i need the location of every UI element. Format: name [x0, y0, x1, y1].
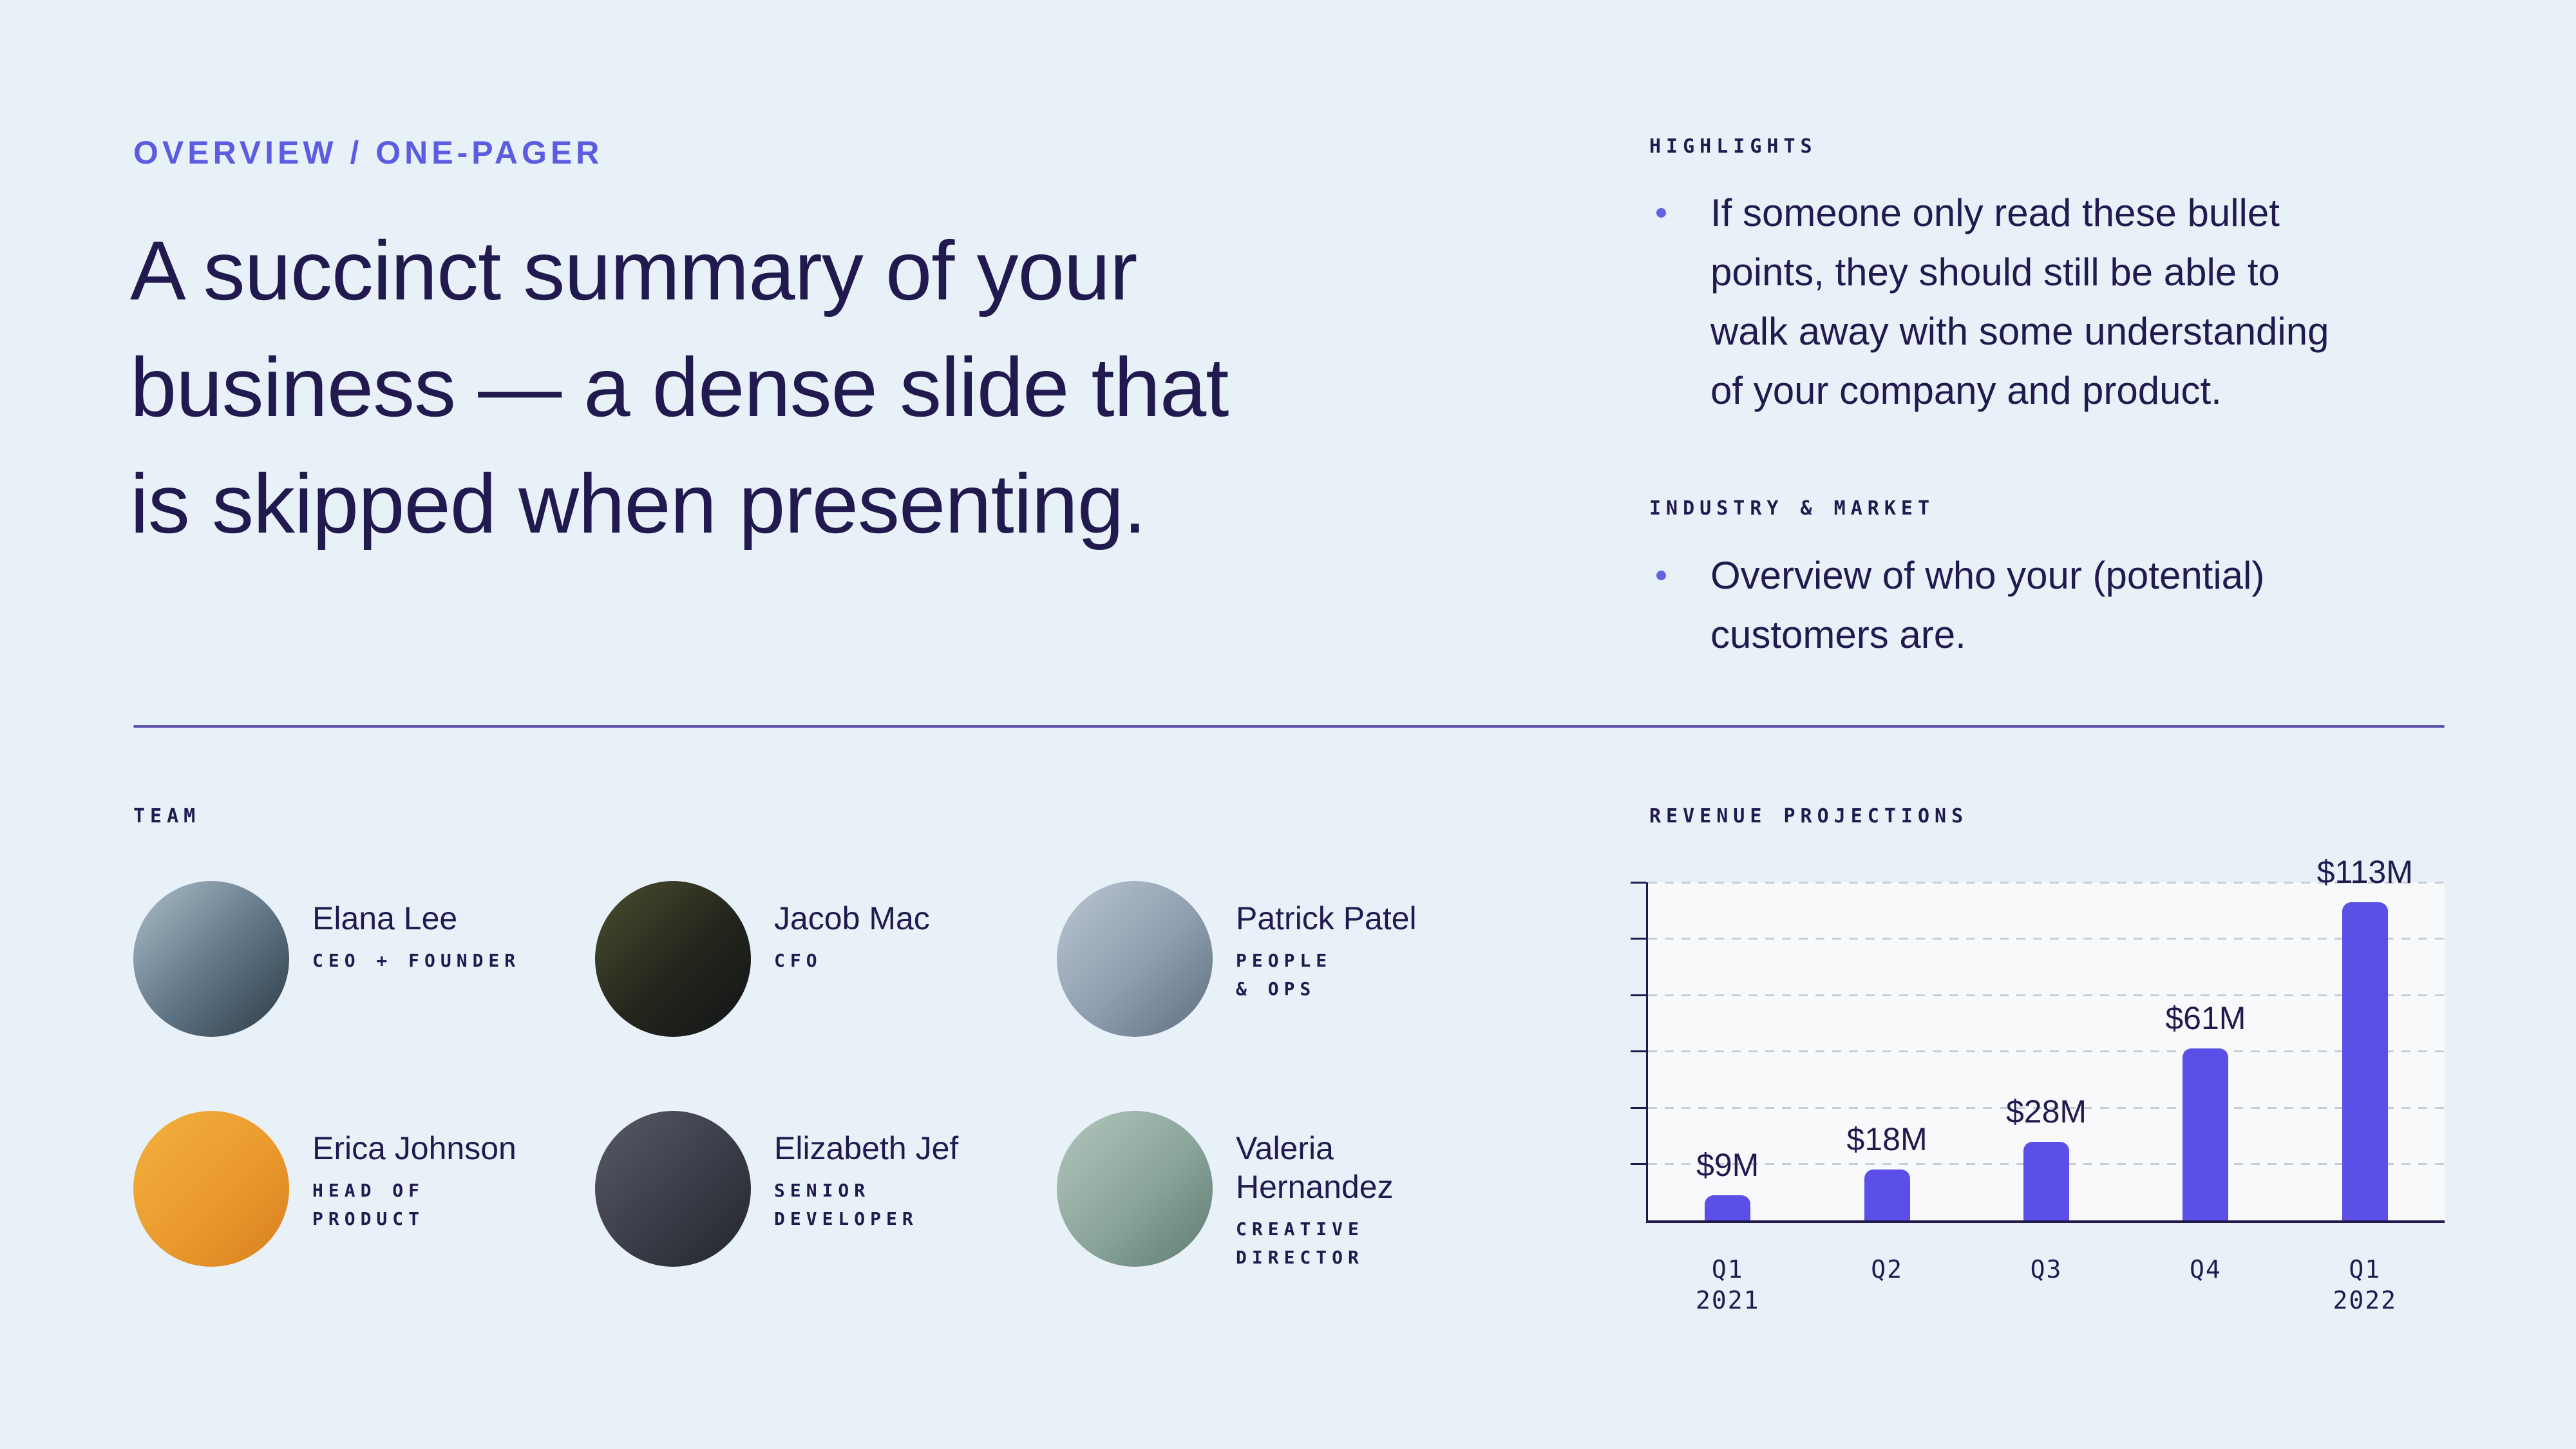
member-name: Elana Lee: [312, 900, 458, 936]
member-name: Jacob Mac: [774, 900, 930, 936]
team-member: Jacob Mac CFO: [595, 881, 1057, 1037]
y-axis-tick: [1631, 938, 1646, 940]
member-title: HEAD OF PRODUCT: [312, 1180, 425, 1229]
bar-value-label: $18M: [1846, 1121, 1927, 1158]
revenue-bar: [1864, 1170, 1910, 1220]
y-axis-tick: [1631, 1106, 1646, 1109]
avatar: [595, 1111, 751, 1267]
member-title: CEO + FOUNDER: [312, 950, 521, 971]
y-axis-tick: [1631, 1050, 1646, 1052]
avatar: [133, 1111, 289, 1267]
chart-plot: $9M Q1 2021 $18M Q2 $28M Q3 $61M Q4 $113M Q1 2022: [1631, 854, 2445, 1314]
x-axis-tick-label: Q3: [2030, 1255, 2063, 1283]
member-name: Erica Johnson: [312, 1130, 516, 1166]
avatar: [1057, 1111, 1213, 1267]
x-axis-tick-label: Q1 2021: [1695, 1255, 1760, 1314]
highlights-bullet-item: If someone only read these bullet points…: [1649, 184, 2515, 421]
y-axis-tick: [1631, 994, 1646, 996]
team-grid: Elana Lee CEO + FOUNDER Jacob Mac CFO Pa…: [133, 881, 1519, 1272]
bar-value-label: $61M: [2165, 1000, 2246, 1037]
team-member: Elana Lee CEO + FOUNDER: [133, 881, 595, 1037]
revenue-bar: [2342, 902, 2388, 1220]
highlights-bullet-text: If someone only read these bullet points…: [1710, 191, 2329, 412]
revenue-projections-label: REVENUE PROJECTIONS: [1649, 805, 1969, 828]
revenue-bar: [2023, 1141, 2069, 1220]
bar-value-label: $113M: [2316, 853, 2413, 890]
member-name: Patrick Patel: [1236, 900, 1417, 936]
team-member: Patrick Patel PEOPLE & OPS: [1057, 881, 1519, 1037]
member-name: Elizabeth Jef: [774, 1130, 959, 1166]
gridline: [1648, 881, 2445, 884]
y-axis-tick: [1631, 1163, 1646, 1165]
industry-market-label: INDUSTRY & MARKET: [1649, 497, 1935, 520]
member-title: CFO: [774, 950, 822, 971]
bar-value-label: $28M: [2005, 1093, 2087, 1130]
bullet-dot-icon: [1656, 208, 1666, 218]
section-divider: [133, 725, 2445, 728]
industry-bullet-item: Overview of who your (potential) custome…: [1649, 546, 2515, 665]
x-axis-tick-label: Q4: [2190, 1255, 2222, 1283]
avatar: [595, 881, 751, 1037]
gridline: [1648, 1106, 2445, 1109]
member-title: CREATIVE DIRECTOR: [1236, 1218, 1364, 1268]
avatar: [1057, 881, 1213, 1037]
bar-value-label: $9M: [1696, 1146, 1759, 1183]
avatar: [133, 881, 289, 1037]
gridline: [1648, 1050, 2445, 1052]
bullet-dot-icon: [1656, 571, 1666, 580]
industry-bullet-text: Overview of who your (potential) custome…: [1710, 554, 2265, 656]
y-axis-tick: [1631, 881, 1646, 884]
member-title: PEOPLE & OPS: [1236, 950, 1332, 999]
highlights-label: HIGHLIGHTS: [1649, 135, 1817, 158]
revenue-bar: [1705, 1195, 1751, 1220]
member-title: SENIOR DEVELOPER: [774, 1180, 918, 1229]
member-name: Valeria Hernandez: [1236, 1130, 1394, 1205]
gridline: [1648, 994, 2445, 996]
x-axis-tick-label: Q2: [1871, 1255, 1903, 1283]
team-member: Valeria Hernandez CREATIVE DIRECTOR: [1057, 1111, 1519, 1272]
eyebrow-label: OVERVIEW / ONE-PAGER: [133, 135, 603, 171]
revenue-bar: [2183, 1048, 2229, 1220]
team-label: TEAM: [133, 805, 201, 828]
page-title: A succinct summary of your business — a …: [130, 223, 1229, 551]
gridline: [1648, 938, 2445, 940]
team-member: Elizabeth Jef SENIOR DEVELOPER: [595, 1111, 1057, 1272]
x-axis-tick-label: Q1 2022: [2333, 1255, 2398, 1314]
team-member: Erica Johnson HEAD OF PRODUCT: [133, 1111, 595, 1272]
